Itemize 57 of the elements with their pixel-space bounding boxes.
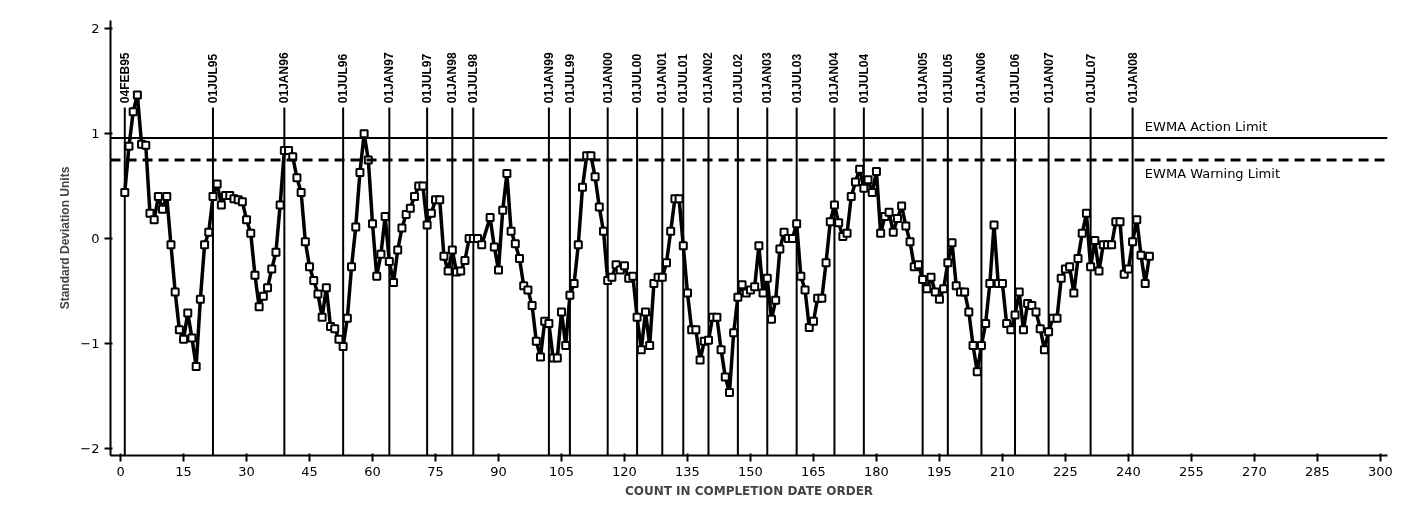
x-tick-label: 45 xyxy=(301,463,318,479)
ref-line-label: 01JAN05 xyxy=(915,52,930,104)
ref-line-label: 01JAN07 xyxy=(1041,52,1056,104)
x-tick-label: 255 xyxy=(1178,463,1204,479)
ref-line-label: 01JUL01 xyxy=(676,53,691,104)
x-tick-label: 210 xyxy=(990,463,1015,479)
ref-line-label: 01JUL05 xyxy=(940,53,955,104)
ref-line-label: 01JAN03 xyxy=(760,52,775,104)
ref-line-label: 01JUL04 xyxy=(856,53,871,104)
x-tick-label: 240 xyxy=(1116,463,1141,479)
ref-line-label: 01JUL95 xyxy=(205,53,220,104)
ref-line-label: 01JAN06 xyxy=(974,52,989,104)
x-tick-label: 135 xyxy=(675,463,700,479)
ref-line-label: 01JUL99 xyxy=(562,53,577,104)
ref-line-label: 01JAN00 xyxy=(600,52,615,104)
x-tick-label: 105 xyxy=(549,463,574,479)
ref-line-label: 01JAN98 xyxy=(445,52,460,104)
x-axis-title: COUNT IN COMPLETION DATE ORDER xyxy=(624,483,874,498)
x-tick-label: 180 xyxy=(864,463,889,479)
x-tick-label: 15 xyxy=(175,463,192,479)
ref-line-label: 01JUL98 xyxy=(466,53,481,104)
ref-line-label: 01JAN01 xyxy=(655,52,670,104)
x-tick-label: 225 xyxy=(1053,463,1078,479)
ref-line-label: 01JAN97 xyxy=(382,52,397,104)
ref-line-label: 01JUL97 xyxy=(420,53,435,104)
x-tick-label: 165 xyxy=(801,463,826,479)
ref-line-label: 01JAN08 xyxy=(1125,52,1140,104)
ref-line-label: 04FEB95 xyxy=(117,52,132,104)
y-tick-label: 0 xyxy=(91,231,100,247)
y-tick-label: −2 xyxy=(80,440,100,456)
ref-line-label: 01JAN02 xyxy=(701,52,716,104)
x-tick-label: 285 xyxy=(1304,463,1330,479)
y-tick-label: 1 xyxy=(91,126,100,142)
ref-line-label: 01JAN96 xyxy=(277,52,292,104)
x-tick-label: 195 xyxy=(927,463,952,479)
ref-line-label: 01JAN04 xyxy=(827,52,842,104)
ref-line-label: EWMA Warning Limit xyxy=(1144,165,1280,181)
ref-line-label: 01JUL00 xyxy=(630,53,645,104)
x-tick-label: 0 xyxy=(116,463,125,479)
y-axis-title: Standard Deviation Units xyxy=(58,166,73,310)
x-tick-label: 90 xyxy=(490,463,507,479)
ref-line-label: 01JUL03 xyxy=(789,53,804,104)
ref-line-label: 01JAN99 xyxy=(541,52,556,104)
ref-line-label: 01JUL07 xyxy=(1083,53,1098,104)
ref-line-label: 01JUL06 xyxy=(1008,53,1023,104)
x-tick-label: 150 xyxy=(738,463,763,479)
x-tick-label: 75 xyxy=(427,463,444,479)
x-tick-label: 60 xyxy=(364,463,381,479)
x-tick-label: 300 xyxy=(1367,463,1393,479)
y-tick-label: −1 xyxy=(80,335,100,351)
ref-line-label: 01JUL02 xyxy=(730,53,745,104)
ref-line-label: EWMA Action Limit xyxy=(1144,118,1268,134)
x-tick-label: 120 xyxy=(612,463,637,479)
y-tick-label: 2 xyxy=(91,21,100,37)
ref-line-label: 01JUL96 xyxy=(336,53,351,104)
x-tick-label: 30 xyxy=(238,463,255,479)
x-tick-label: 270 xyxy=(1241,463,1267,479)
